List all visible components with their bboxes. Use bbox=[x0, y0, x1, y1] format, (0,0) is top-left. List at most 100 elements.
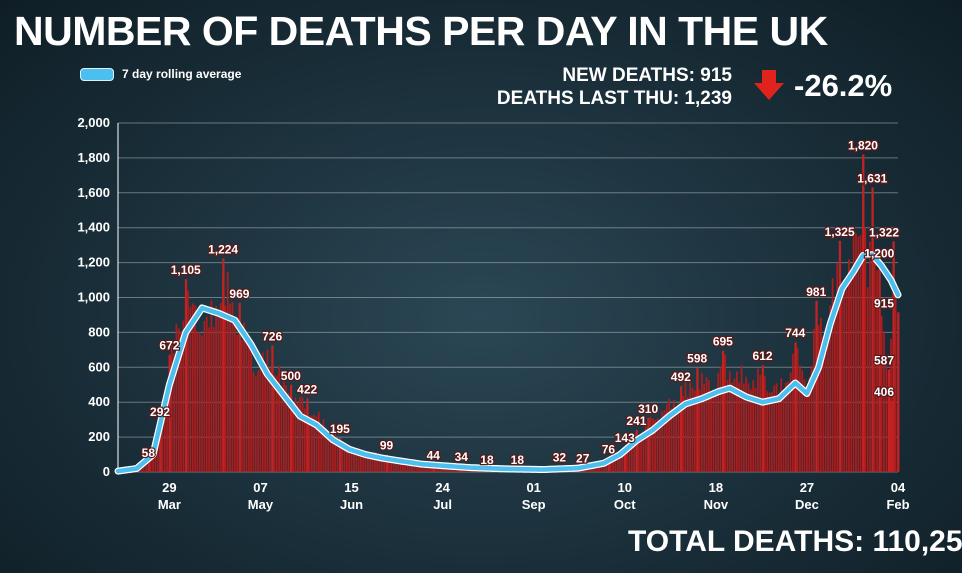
daily-bar bbox=[402, 461, 404, 472]
daily-bar bbox=[686, 396, 689, 472]
daily-bar bbox=[764, 376, 766, 472]
daily-bar bbox=[843, 284, 846, 472]
daily-bar bbox=[376, 456, 379, 472]
daily-bar bbox=[353, 447, 355, 472]
daily-bar bbox=[750, 389, 752, 472]
x-tick-day: 07 bbox=[253, 480, 267, 495]
data-label: 34 bbox=[455, 450, 469, 464]
daily-bar bbox=[873, 260, 876, 472]
daily-bar bbox=[806, 386, 808, 472]
x-tick-day: 15 bbox=[344, 480, 358, 495]
x-tick-month: Oct bbox=[614, 497, 636, 512]
daily-bar-peak bbox=[892, 241, 895, 472]
daily-bar-peak bbox=[147, 461, 150, 472]
daily-bar-peak bbox=[897, 312, 900, 472]
daily-bar bbox=[644, 423, 647, 472]
daily-bar bbox=[883, 331, 885, 472]
daily-bar bbox=[142, 465, 145, 472]
daily-bar bbox=[712, 393, 715, 472]
chart-legend: 7 day rolling average bbox=[80, 67, 241, 81]
daily-bar bbox=[191, 303, 194, 472]
daily-bar bbox=[866, 287, 869, 472]
daily-bar bbox=[852, 229, 855, 472]
new-deaths-text: NEW DEATHS: 915 bbox=[562, 65, 732, 86]
data-label: 612 bbox=[753, 349, 773, 363]
daily-bar-peak bbox=[794, 342, 797, 472]
daily-bar bbox=[252, 371, 255, 472]
daily-bar bbox=[848, 259, 850, 472]
daily-bar bbox=[343, 445, 346, 472]
daily-bar bbox=[757, 368, 759, 472]
daily-bar bbox=[194, 305, 196, 472]
daily-bar bbox=[397, 459, 400, 472]
daily-bar bbox=[196, 331, 199, 472]
daily-bar bbox=[229, 303, 231, 472]
daily-bar bbox=[390, 456, 393, 472]
data-label: 981 bbox=[806, 285, 826, 299]
daily-bar bbox=[362, 452, 365, 472]
data-label: 44 bbox=[427, 448, 441, 462]
daily-bar bbox=[245, 333, 248, 472]
daily-bar bbox=[369, 452, 372, 472]
daily-bar bbox=[388, 459, 390, 472]
daily-bar bbox=[406, 461, 409, 472]
daily-bar bbox=[364, 454, 367, 472]
y-tick-label: 1,600 bbox=[77, 185, 110, 200]
daily-bar bbox=[789, 372, 792, 472]
daily-bar bbox=[628, 441, 631, 472]
daily-bar-peak bbox=[635, 429, 638, 472]
daily-bar bbox=[612, 456, 614, 472]
daily-bar bbox=[698, 389, 701, 472]
data-label: 1,322 bbox=[869, 225, 899, 239]
data-label: 672 bbox=[159, 339, 179, 353]
daily-bar bbox=[413, 462, 416, 472]
x-axis-ticks: 29 Mar 07 May 15 Jun 24 Jul 01 Sep 10 Oct 18 Nov 27 Dec… bbox=[158, 480, 910, 512]
daily-bar bbox=[266, 349, 269, 472]
daily-bar bbox=[308, 415, 311, 472]
daily-bar bbox=[439, 466, 442, 472]
daily-bar bbox=[693, 390, 696, 472]
daily-bar bbox=[738, 382, 741, 472]
daily-bar bbox=[325, 427, 327, 472]
x-tick-day: 29 bbox=[162, 480, 176, 495]
daily-bar bbox=[140, 467, 143, 472]
rolling-average-line bbox=[114, 251, 902, 475]
total-deaths: TOTAL DEATHS: 110,250 bbox=[628, 525, 962, 558]
daily-bar bbox=[710, 391, 713, 472]
daily-bar bbox=[752, 380, 755, 472]
daily-bar-peak bbox=[815, 300, 818, 472]
daily-bar bbox=[210, 300, 213, 472]
data-label: 310 bbox=[638, 402, 658, 416]
daily-bar bbox=[640, 434, 642, 472]
daily-bar bbox=[203, 320, 206, 472]
legend-swatch bbox=[80, 67, 114, 81]
daily-bar bbox=[427, 465, 430, 472]
daily-bar bbox=[145, 465, 147, 472]
daily-bar bbox=[651, 418, 654, 472]
daily-bar bbox=[785, 382, 787, 472]
daily-bar bbox=[670, 408, 673, 472]
daily-bar bbox=[831, 278, 834, 472]
daily-bar bbox=[691, 387, 694, 472]
daily-bar bbox=[682, 396, 684, 472]
down-arrow-shape bbox=[754, 70, 784, 100]
y-tick-label: 600 bbox=[88, 359, 110, 374]
daily-bar bbox=[677, 403, 680, 472]
stats-panel: NEW DEATHS: 915 DEATHS LAST THU: 1,239 bbox=[497, 64, 732, 110]
y-tick-label: 1,400 bbox=[77, 220, 110, 235]
change-percent: -26.2% bbox=[794, 68, 893, 103]
daily-bar bbox=[726, 380, 729, 472]
daily-bar bbox=[374, 452, 376, 472]
daily-bar bbox=[226, 271, 229, 472]
daily-bar bbox=[859, 235, 862, 472]
daily-bar bbox=[231, 302, 234, 472]
y-tick-label: 2,000 bbox=[77, 115, 110, 130]
daily-bar bbox=[731, 382, 734, 472]
daily-bar bbox=[360, 452, 362, 472]
daily-bar bbox=[827, 322, 829, 472]
daily-bar bbox=[703, 383, 706, 472]
daily-bar-peak bbox=[887, 369, 891, 472]
daily-bar bbox=[633, 434, 635, 472]
daily-bar bbox=[404, 462, 407, 472]
